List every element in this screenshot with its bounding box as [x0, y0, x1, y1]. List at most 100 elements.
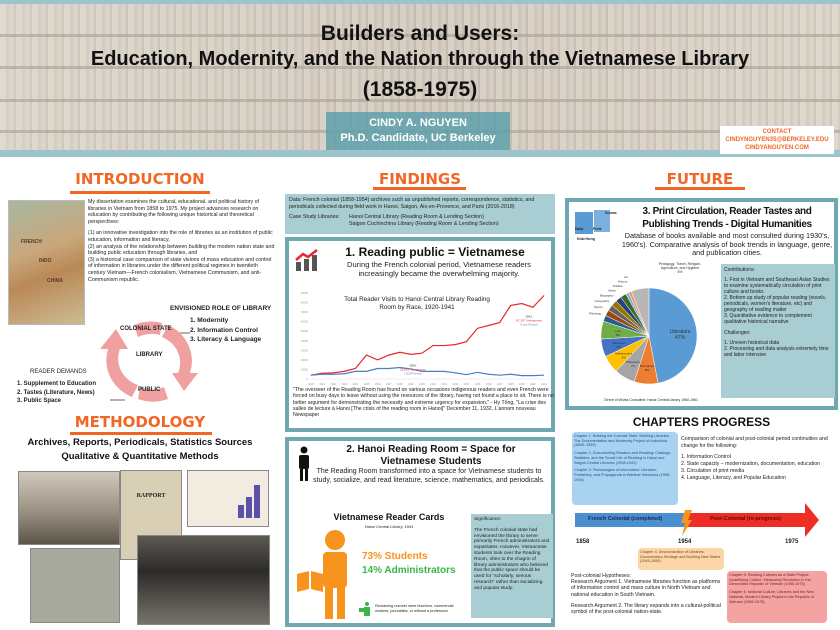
- map-label: INDO: [39, 258, 52, 264]
- book-label: Dumas: [605, 211, 617, 215]
- x-tick-label: 1932: [441, 382, 447, 386]
- x-tick-label: 1921: [319, 382, 325, 386]
- data-point: [499, 374, 500, 376]
- x-tick-label: 1929: [408, 382, 414, 386]
- title-line-3: (1858-1975): [362, 78, 478, 101]
- pie-percent: 47%: [675, 335, 686, 341]
- y-tick-label: 20000: [301, 358, 309, 362]
- contribution-item: 2. Bottom up study of popular reading (n…: [724, 295, 827, 313]
- book-label: Daily: [575, 227, 584, 231]
- x-tick-label: 1930: [419, 382, 425, 386]
- chapter-5: Chapter 5. Reading Cultures as a State P…: [729, 573, 811, 587]
- data-point: [355, 371, 356, 372]
- finding-2-title-line: Vietnamese Students: [380, 456, 482, 467]
- comparison-text: Comparison of colonial and post-colonial…: [681, 436, 836, 481]
- x-tick-label: 1936: [486, 382, 492, 386]
- data-point: [432, 371, 434, 372]
- y-tick-label: 50000: [301, 329, 309, 333]
- data-point: [454, 372, 456, 374]
- chapter-1: Chapter 1. Building the Colonial State, …: [574, 434, 670, 448]
- methodology-heading: METHODOLOGY: [74, 413, 206, 431]
- intro-paragraph: My dissertation examines the cultural, e…: [88, 199, 260, 225]
- contributions-box: Contributions: 1. First in Vietnam and S…: [721, 264, 835, 398]
- challenges-label: Challenges:: [724, 330, 751, 336]
- timeline-french-colonial: [575, 513, 685, 527]
- reader-cards-title: Vietnamese Reader Cards: [333, 512, 445, 522]
- x-tick-label: 1934: [463, 382, 469, 386]
- y-tick-label: 80000: [301, 301, 309, 305]
- x-tick-label: 1925: [364, 382, 370, 386]
- pie-caption: Genre of Works Consulted: Hanoi Central …: [604, 398, 698, 402]
- chart-title: Total Reader Visits to Hanoi Central Lib…: [344, 296, 490, 311]
- finding-1-box: 1. Reading public = Vietnamese During th…: [285, 237, 555, 432]
- intro-point: (1) an innovative investigation into the…: [88, 230, 273, 243]
- future-box: Dumas Daily Punk Khái Hưng 3. Print Circ…: [565, 198, 838, 410]
- methodology-line-1: Archives, Reports, Periodicals, Statisti…: [27, 437, 253, 448]
- contributions-label: Contributions:: [724, 267, 755, 273]
- pie-label: Philosophy: [626, 360, 641, 364]
- reader-cards-source: Hanoi Central Library, 1941: [364, 524, 414, 529]
- heading-underline: [655, 187, 745, 190]
- pie-percent: 6%: [617, 345, 622, 349]
- data-point: [432, 345, 434, 346]
- data-point: [421, 352, 423, 354]
- future-subtitle: Database of books available and most con…: [621, 231, 833, 258]
- data-point: [443, 345, 445, 346]
- chapter-2: Chapter 2. Documenting Readers and Readi…: [574, 451, 672, 465]
- methodology-line-2: Qualitative & Quantitative Methods: [61, 451, 219, 462]
- trend-chart-icon: [295, 249, 318, 271]
- case-library: Hanoi Central Library (Reading Room & Le…: [349, 214, 484, 221]
- pie-label: Pol/Eco: [613, 284, 624, 288]
- pie-label: Sports: [594, 305, 603, 309]
- demand-item: 2. Tastes (Literature, News): [17, 389, 95, 396]
- chapters-completed-box: Chapter 1. Building the Colonial State, …: [572, 432, 678, 505]
- future-heading: FUTURE: [666, 170, 734, 188]
- reading-room-photo: [137, 535, 270, 625]
- envisioned-title: ENVISIONED ROLE OF LIBRARY: [170, 305, 272, 312]
- series-line-0: [310, 295, 545, 376]
- contact-email[interactable]: CINDYNGUYEN35@BERKELEY.EDU: [725, 137, 829, 143]
- intro-text: My dissertation examines the cultural, e…: [88, 199, 276, 283]
- annotation-year: 1941:: [525, 314, 533, 318]
- heading-underline: [373, 187, 466, 190]
- annotation-french: 5,xxx French: [520, 322, 538, 326]
- envisioned-item: 2. Information Control: [190, 326, 258, 334]
- data-point: [388, 354, 389, 356]
- demand-item: 3. Public Space: [17, 398, 62, 404]
- chapters-5-6-box: Chapter 5. Reading Cultures as a State P…: [727, 571, 827, 623]
- contact-box: CONTACT CINDYNGUYEN35@BERKELEY.EDU CINDY…: [720, 126, 834, 154]
- intro-point: (3) a historical case comparison of stat…: [88, 256, 272, 283]
- x-tick-label: 1922: [330, 382, 336, 386]
- challenge-item: 1. Uneven historical data: [724, 340, 780, 346]
- data-point: [343, 371, 345, 372]
- cycle-arrow: [162, 325, 198, 391]
- cycle-top-label: COLONIAL STATE: [120, 326, 172, 332]
- pie-label: Law: [615, 329, 621, 333]
- envisioned-item: 1. Modernity: [190, 317, 229, 324]
- pie-label: Art: [624, 275, 628, 279]
- annotation-year: 1929:: [409, 363, 417, 367]
- books-icon: [575, 210, 610, 234]
- students-percent: 73% Students: [362, 551, 428, 562]
- indochina-map-image: FRENCH INDO CHINA: [8, 200, 85, 325]
- research-argument-2: Research Argument 2. The library expands…: [571, 602, 721, 616]
- y-tick-label: 10000: [301, 367, 309, 371]
- data-point: [410, 368, 412, 370]
- data-point: [510, 373, 512, 375]
- library-building-photo: [18, 471, 120, 545]
- author-affiliation: Ph.D. Candidate, UC Berkeley: [340, 132, 496, 144]
- comparison-intro: Comparison of colonial and post-colonial…: [681, 436, 828, 449]
- book-label: Khái Hưng: [577, 237, 595, 241]
- x-tick-label: 1926: [375, 382, 381, 386]
- header-banner: Builders and Users: Education, Modernity…: [0, 0, 840, 157]
- lightning-icon: [681, 510, 692, 536]
- data-point: [366, 371, 367, 372]
- contribution-item: 1. First in Vietnam and Southeast Asian …: [724, 277, 830, 295]
- x-tick-label: 1938: [508, 382, 514, 386]
- timeline-post-colonial: [685, 513, 805, 527]
- data-point: [488, 373, 489, 375]
- x-tick-label: 1931: [430, 382, 436, 386]
- year-label: 1858: [576, 539, 590, 545]
- comparison-item: 1. Information Control: [681, 454, 731, 461]
- contact-website[interactable]: CINDYANGUYEN.COM: [745, 145, 809, 151]
